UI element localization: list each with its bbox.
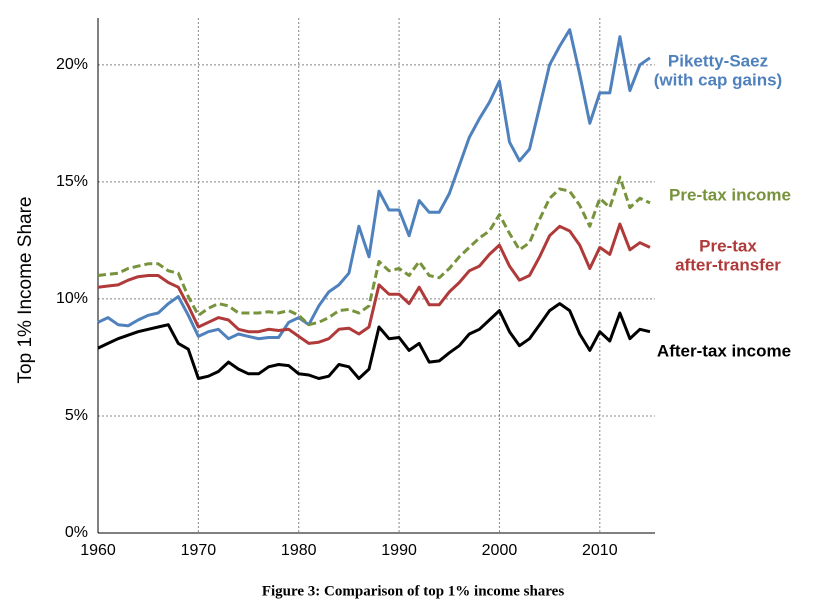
y-tick-label: 20% [56,56,88,73]
y-tick-label: 10% [56,290,88,307]
y-axis-label: Top 1% Income Share [15,197,36,384]
series-line [97,28,651,341]
series-line [97,222,651,345]
series-label: After-tax income [657,341,791,360]
series-label: Pre-tax [699,236,757,255]
x-tick-label: 2000 [482,542,518,559]
y-tick-label: 15% [56,173,88,190]
series-line [97,175,651,327]
series-label: after-transfer [675,255,781,274]
y-tick-label: 0% [65,524,88,541]
caption: Figure 3: Comparison of top 1% income sh… [262,583,565,599]
x-tick-label: 1980 [281,542,317,559]
x-tick-label: 1970 [181,542,217,559]
x-tick-label: 1990 [381,542,417,559]
x-tick-label: 2010 [582,542,618,559]
series-label: (with cap gains) [654,70,782,89]
series-label: Piketty-Saez [668,51,768,70]
series-line [97,302,651,380]
x-tick-label: 1960 [80,542,116,559]
y-tick-label: 5% [65,407,88,424]
series-label: Pre-tax income [669,185,791,204]
